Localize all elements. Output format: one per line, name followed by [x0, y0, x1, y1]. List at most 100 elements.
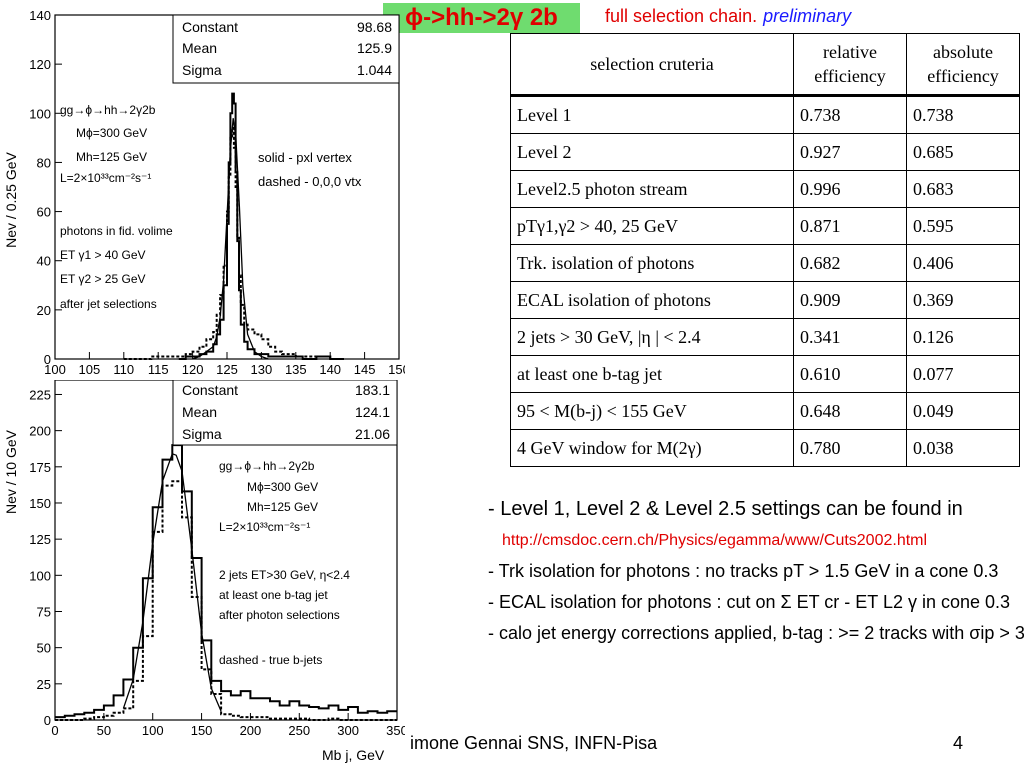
x-tick-label: 115: [148, 362, 169, 377]
chart1-process: gg→ϕ→hh→2γ2b: [60, 103, 156, 117]
header-absolute: absolute efficiency: [906, 33, 1020, 96]
chart1-legend-solid: solid - pxl vertex: [258, 150, 352, 165]
cell-criterion: 4 GeV window for M(2γ): [510, 429, 794, 467]
note-line2: - Trk isolation for photons : no tracks …: [488, 561, 999, 581]
cell-absolute: 0.685: [906, 133, 1020, 171]
series-solid-line: [178, 92, 344, 360]
stat2-label-mean: Mean: [182, 404, 217, 420]
footer-author: imone Gennai SNS, INFN-Pisa: [410, 733, 658, 753]
cell-criterion: Level 2: [510, 133, 794, 171]
stat2-value-constant: 183.1: [355, 382, 390, 398]
note-line4: - calo jet energy corrections applied, b…: [488, 623, 1024, 643]
y-tick-label: 40: [37, 254, 51, 269]
chart2-xlabel: Mb j, GeV: [322, 747, 385, 763]
chart1-mphi: Mϕ=300 GeV: [76, 126, 147, 140]
note-line3: - ECAL isolation for photons : cut on Σ …: [488, 592, 1011, 612]
y-tick-label: 60: [37, 205, 51, 220]
cell-absolute: 0.049: [906, 392, 1020, 430]
y-tick-label: 0: [44, 352, 51, 367]
chart2-stats-box: [172, 380, 398, 446]
preliminary-label: preliminary: [763, 6, 852, 26]
table-row: 95 < M(b-j) < 155 GeV 0.648 0.049: [510, 392, 1020, 430]
notes-block: - Level 1, Level 2 & Level 2.5 settings …: [488, 494, 1024, 649]
y-tick-label: 80: [37, 155, 51, 170]
cell-absolute: 0.406: [906, 244, 1020, 282]
stat2-label-sigma: Sigma: [182, 426, 222, 442]
x-tick-label: 100: [142, 723, 164, 738]
x-tick-label: 110: [113, 362, 134, 377]
page-number: 4: [953, 733, 964, 753]
y-tick-label: 25: [37, 677, 51, 692]
x-tick-label: 120: [182, 362, 204, 377]
table-row: Level 1 0.738 0.738: [510, 94, 1020, 134]
cell-relative: 0.738: [793, 94, 907, 134]
cell-relative: 0.871: [793, 207, 907, 245]
stat-value-sigma: 1.044: [357, 62, 392, 78]
stat-label-mean: Mean: [182, 40, 217, 56]
x-tick-label: 150: [388, 362, 405, 377]
selection-efficiency-table: selection cruteria relative efficiency a…: [510, 33, 1020, 467]
stat2-value-sigma: 21.06: [355, 426, 390, 442]
table-row: Trk. isolation of photons 0.682 0.406: [510, 244, 1020, 282]
x-tick-label: 130: [251, 362, 273, 377]
y-tick-label: 175: [29, 460, 51, 475]
y-tick-label: 140: [29, 10, 51, 23]
series-fit-line: [192, 118, 269, 360]
table-row: 4 GeV window for M(2γ) 0.780 0.038: [510, 429, 1020, 467]
stat-value-mean: 125.9: [357, 40, 392, 56]
x-tick-label: 300: [337, 723, 359, 738]
y-tick-label: 20: [37, 303, 51, 318]
cell-relative: 0.682: [793, 244, 907, 282]
cell-criterion: 95 < M(b-j) < 155 GeV: [510, 392, 794, 430]
chart2-cut3: after photon selections: [219, 608, 340, 622]
chart2-legend-dashed: dashed - true b-jets: [219, 653, 322, 667]
cell-criterion: ECAL isolation of photons: [510, 281, 794, 319]
bjet-mass-histogram: Nev / 10 GeV 0 50 100 150 200 250 300 350 0 25 50 7…: [3, 380, 405, 763]
cell-criterion: at least one b-tag jet: [510, 355, 794, 393]
chart1-stats-box: [172, 14, 400, 84]
stat-value-constant: 98.68: [357, 19, 392, 35]
table-row: Level 2 0.927 0.685: [510, 133, 1020, 171]
x-tick-label: 100: [44, 362, 66, 377]
x-tick-label: 125: [216, 362, 238, 377]
subtitle-text: full selection chain.: [605, 6, 758, 26]
chart1-cut1: photons in fid. volime: [60, 224, 173, 238]
cell-absolute: 0.738: [906, 94, 1020, 134]
chart2-mh: Mh=125 GeV: [247, 500, 318, 514]
chart2-cut2: at least one b-tag jet: [219, 588, 328, 602]
y-tick-label: 100: [29, 568, 51, 583]
x-tick-label: 200: [240, 723, 262, 738]
series-fit-line: [122, 452, 222, 712]
stat-label-sigma: Sigma: [182, 62, 222, 78]
header-selection: selection cruteria: [510, 33, 794, 96]
chart2-mphi: Mϕ=300 GeV: [247, 480, 318, 494]
x-tick-label: 350: [386, 723, 405, 738]
x-tick-label: 135: [285, 362, 307, 377]
y-tick-label: 0: [44, 713, 51, 728]
chart2-ylabel: Nev / 10 GeV: [3, 429, 19, 514]
cell-absolute: 0.038: [906, 429, 1020, 467]
x-tick-label: 105: [79, 362, 101, 377]
y-tick-label: 50: [37, 641, 51, 656]
x-tick-label: 250: [288, 723, 310, 738]
slide-subtitle: full selection chain. preliminary: [605, 6, 851, 27]
cell-relative: 0.996: [793, 170, 907, 208]
cell-relative: 0.927: [793, 133, 907, 171]
series-dashed-line: [55, 480, 397, 721]
cell-relative: 0.780: [793, 429, 907, 467]
cell-absolute: 0.077: [906, 355, 1020, 393]
cell-absolute: 0.369: [906, 281, 1020, 319]
header-relative: relative efficiency: [793, 33, 907, 96]
table-row: 2 jets > 30 GeV, |η | < 2.4 0.341 0.126: [510, 318, 1020, 356]
table-row: pTγ1,γ2 > 40, 25 GeV 0.871 0.595: [510, 207, 1020, 245]
chart1-ylabel: Nev / 0.25 GeV: [3, 151, 19, 247]
cell-absolute: 0.595: [906, 207, 1020, 245]
chart1-cut3: ET γ2 > 25 GeV: [60, 272, 146, 286]
table-row: at least one b-tag jet 0.610 0.077: [510, 355, 1020, 393]
cell-absolute: 0.683: [906, 170, 1020, 208]
cell-absolute: 0.126: [906, 318, 1020, 356]
cell-criterion: Level 1: [510, 94, 794, 134]
y-tick-label: 75: [37, 604, 51, 619]
cell-criterion: Trk. isolation of photons: [510, 244, 794, 282]
note-url[interactable]: http://cmsdoc.cern.ch/Physics/egamma/www…: [502, 532, 928, 549]
